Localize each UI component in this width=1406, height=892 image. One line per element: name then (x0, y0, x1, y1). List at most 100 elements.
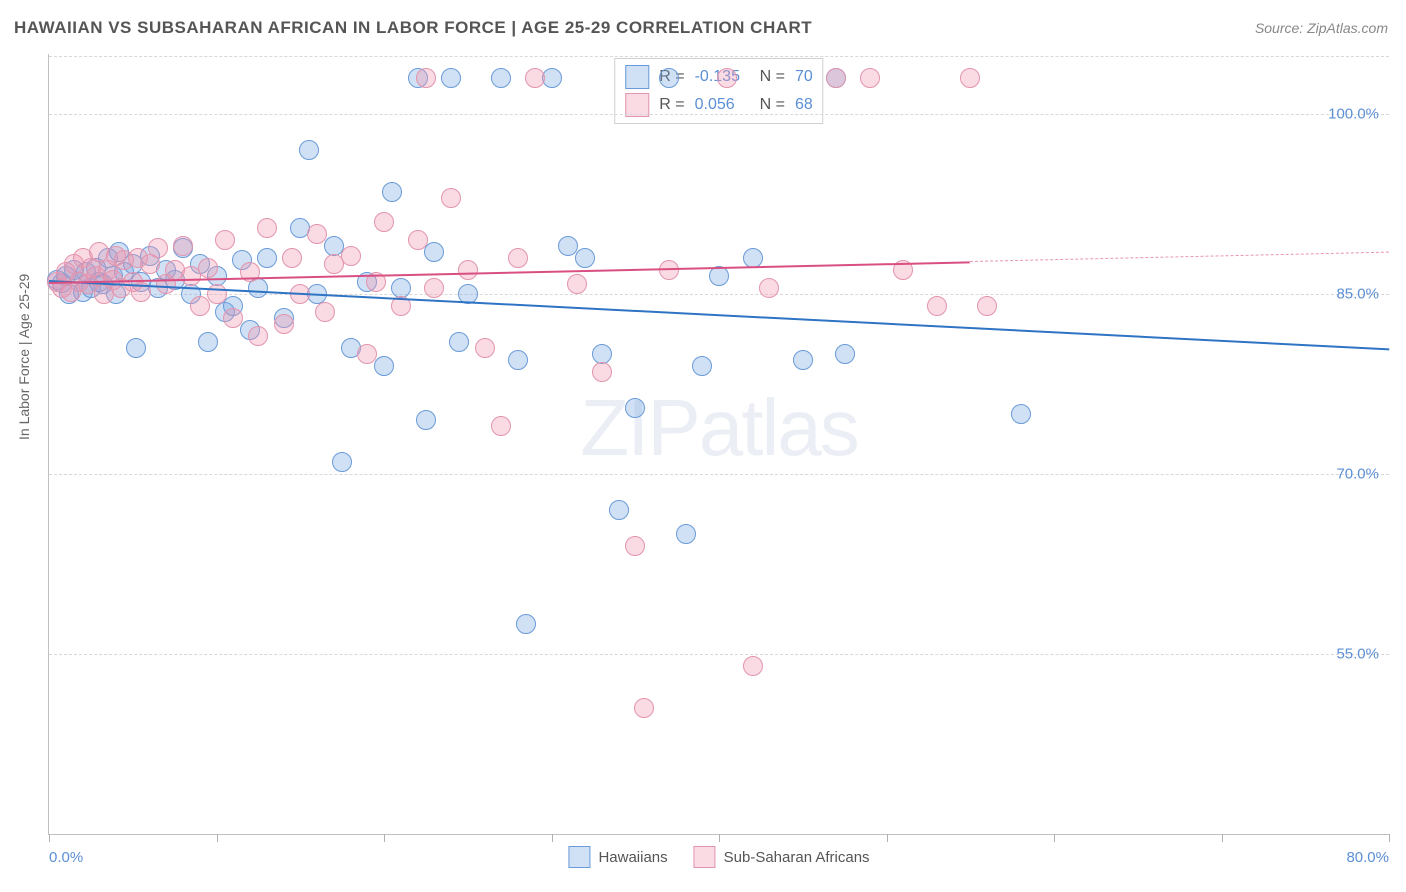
scatter-point (126, 338, 146, 358)
stats-swatch (625, 65, 649, 89)
watermark-atlas: atlas (699, 383, 858, 472)
scatter-point (592, 344, 612, 364)
x-axis-max-label: 80.0% (1346, 849, 1389, 866)
scatter-point (215, 230, 235, 250)
stats-n-label: N = (760, 68, 785, 86)
scatter-point (424, 242, 444, 262)
y-tick-label: 55.0% (1336, 646, 1379, 663)
scatter-point (449, 332, 469, 352)
scatter-point (207, 284, 227, 304)
scatter-point (382, 182, 402, 202)
y-tick-label: 100.0% (1328, 106, 1379, 123)
legend-label: Hawaiians (598, 849, 667, 866)
scatter-point (1011, 404, 1031, 424)
scatter-point (475, 338, 495, 358)
scatter-point (198, 332, 218, 352)
scatter-point (717, 68, 737, 88)
watermark: ZIPatlas (580, 382, 857, 474)
scatter-point (307, 224, 327, 244)
stats-r-label: R = (659, 96, 684, 114)
scatter-point (508, 248, 528, 268)
scatter-point (592, 362, 612, 382)
scatter-point (835, 344, 855, 364)
scatter-point (299, 140, 319, 160)
x-tick (719, 834, 720, 842)
scatter-point (391, 278, 411, 298)
scatter-point (826, 68, 846, 88)
scatter-point (525, 68, 545, 88)
scatter-point (223, 308, 243, 328)
scatter-point (508, 350, 528, 370)
scatter-point (248, 326, 268, 346)
scatter-point (441, 188, 461, 208)
legend-item: Sub-Saharan Africans (694, 846, 870, 868)
watermark-zip: ZIP (580, 383, 698, 472)
stats-n-value: 68 (795, 96, 813, 114)
scatter-point (659, 68, 679, 88)
x-tick (887, 834, 888, 842)
legend-label: Sub-Saharan Africans (724, 849, 870, 866)
scatter-point (575, 248, 595, 268)
scatter-point (374, 212, 394, 232)
gridline (49, 654, 1389, 655)
legend: Hawaiians Sub-Saharan Africans (568, 846, 869, 868)
scatter-point (173, 236, 193, 256)
scatter-point (977, 296, 997, 316)
scatter-point (491, 68, 511, 88)
y-tick-label: 85.0% (1336, 286, 1379, 303)
scatter-point (625, 398, 645, 418)
gridline (49, 56, 1389, 57)
scatter-point (282, 248, 302, 268)
x-tick (384, 834, 385, 842)
source-label: Source: ZipAtlas.com (1255, 20, 1388, 36)
scatter-point (274, 314, 294, 334)
scatter-point (341, 246, 361, 266)
scatter-point (332, 452, 352, 472)
scatter-point (416, 410, 436, 430)
scatter-point (408, 230, 428, 250)
scatter-point (743, 248, 763, 268)
scatter-point (190, 296, 210, 316)
scatter-point (458, 260, 478, 280)
scatter-point (634, 698, 654, 718)
gridline (49, 474, 1389, 475)
stats-r-value: 0.056 (695, 96, 750, 114)
y-axis-label: In Labor Force | Age 25-29 (16, 274, 32, 440)
scatter-point (416, 68, 436, 88)
scatter-point (374, 356, 394, 376)
scatter-point (198, 258, 218, 278)
trend-line-extension (970, 252, 1389, 262)
x-tick (217, 834, 218, 842)
x-tick (49, 834, 50, 842)
scatter-point (315, 302, 335, 322)
scatter-point (357, 344, 377, 364)
x-tick (1389, 834, 1390, 842)
scatter-point (257, 248, 277, 268)
scatter-point (759, 278, 779, 298)
scatter-point (516, 614, 536, 634)
gridline (49, 114, 1389, 115)
scatter-point (743, 656, 763, 676)
stats-n-label: N = (760, 96, 785, 114)
plot-area: ZIPatlas R =-0.135N =70R =0.056N =68 0.0… (48, 54, 1389, 835)
scatter-point (676, 524, 696, 544)
chart-title: HAWAIIAN VS SUBSAHARAN AFRICAN IN LABOR … (14, 18, 812, 38)
scatter-point (927, 296, 947, 316)
x-axis-min-label: 0.0% (49, 849, 83, 866)
scatter-point (793, 350, 813, 370)
legend-swatch (694, 846, 716, 868)
scatter-point (441, 68, 461, 88)
x-tick (1054, 834, 1055, 842)
scatter-point (491, 416, 511, 436)
scatter-point (960, 68, 980, 88)
y-tick-label: 70.0% (1336, 466, 1379, 483)
scatter-point (860, 68, 880, 88)
x-tick (1222, 834, 1223, 842)
x-tick (552, 834, 553, 842)
scatter-point (692, 356, 712, 376)
scatter-point (567, 274, 587, 294)
scatter-point (257, 218, 277, 238)
scatter-point (625, 536, 645, 556)
legend-item: Hawaiians (568, 846, 667, 868)
scatter-point (424, 278, 444, 298)
